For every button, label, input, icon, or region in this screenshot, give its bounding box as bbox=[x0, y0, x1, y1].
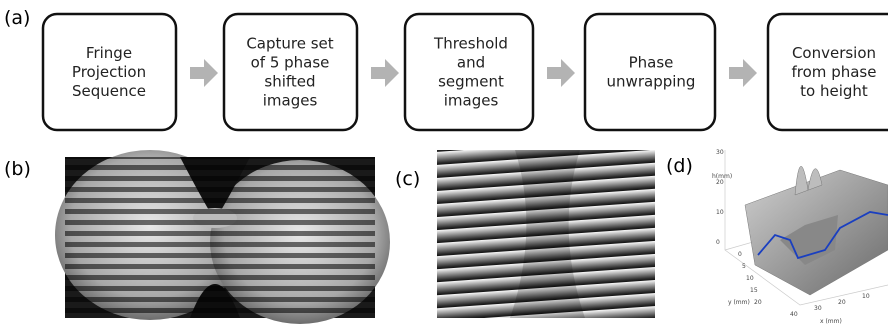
tick-label: 20 bbox=[716, 179, 724, 186]
panel-label: (d) bbox=[666, 155, 693, 177]
tick-label: 5 bbox=[742, 263, 746, 270]
tick-label: 20 bbox=[838, 299, 846, 306]
step-text: Conversion bbox=[792, 44, 876, 62]
axis-label: y (mm) bbox=[728, 299, 750, 306]
tick-label: 0 bbox=[738, 251, 742, 258]
step-text: shifted bbox=[264, 73, 315, 91]
tick-label: 10 bbox=[746, 275, 754, 282]
tick-label: 30 bbox=[814, 305, 822, 312]
fringe-image bbox=[55, 150, 390, 324]
step-text: from phase bbox=[792, 63, 877, 81]
height-surface-plot: h(mm) y (mm) x (mm) 30201000510152040302… bbox=[712, 149, 888, 325]
tick-label: 30 bbox=[716, 149, 724, 156]
tick-label: 10 bbox=[862, 293, 870, 300]
tick-label: 20 bbox=[754, 299, 762, 306]
step-text: segment bbox=[438, 73, 504, 91]
arrow bbox=[729, 59, 757, 87]
step-text: images bbox=[263, 92, 318, 110]
step-text: of 5 phase bbox=[251, 54, 330, 72]
step-text: Phase bbox=[629, 54, 674, 72]
panel-label: (b) bbox=[4, 158, 31, 180]
tick-label: 10 bbox=[716, 209, 724, 216]
tick-label: 0 bbox=[716, 239, 720, 246]
step-text: Capture set bbox=[246, 35, 333, 53]
arrow bbox=[190, 59, 218, 87]
step-text: Sequence bbox=[72, 82, 146, 100]
step-text: to height bbox=[800, 82, 868, 100]
tick-label: 40 bbox=[790, 311, 798, 318]
step-text: images bbox=[444, 92, 499, 110]
step-text: Projection bbox=[72, 63, 146, 81]
panel-label: (a) bbox=[4, 7, 30, 29]
axis-label: x (mm) bbox=[820, 318, 842, 325]
arrow bbox=[547, 59, 575, 87]
arrow bbox=[371, 59, 399, 87]
step-text: and bbox=[457, 54, 485, 72]
step-text: unwrapping bbox=[607, 73, 696, 91]
panel-label: (c) bbox=[395, 168, 420, 190]
wrapped-phase-image bbox=[437, 150, 655, 318]
step-text: Fringe bbox=[86, 44, 132, 62]
figure: (a) FringeProjectionSequence Capture seto… bbox=[0, 0, 888, 326]
step-text: Threshold bbox=[433, 35, 508, 53]
tick-label: 15 bbox=[750, 287, 758, 294]
